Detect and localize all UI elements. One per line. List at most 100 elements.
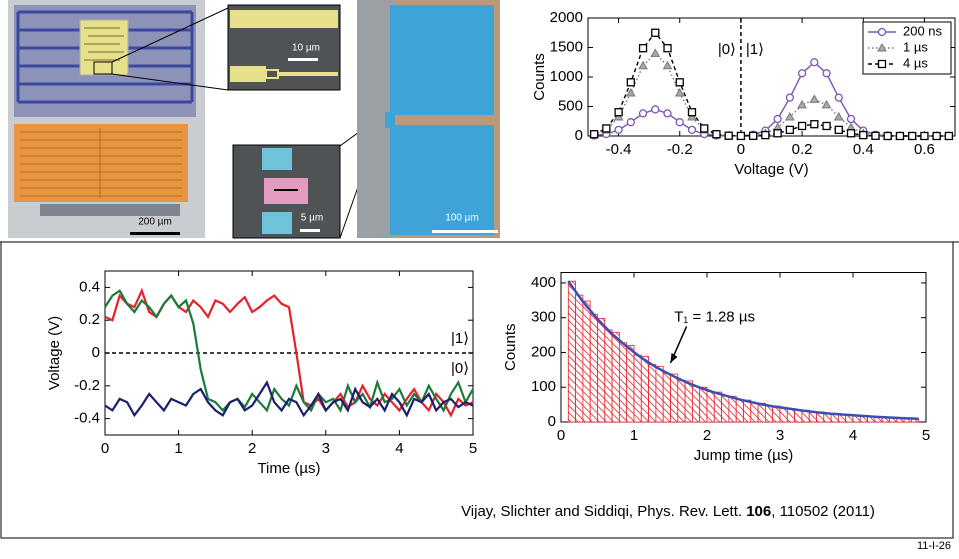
micrograph-pads: 100 µm [357,0,500,238]
y-tick-label: 0 [548,413,556,430]
marker [602,124,611,133]
histogram-bar [750,402,759,423]
histogram-bar [699,386,708,423]
x-tick-label: 1 [630,427,638,444]
marker [773,129,782,138]
marker [675,118,684,127]
y-tick-label: 300 [531,309,556,326]
marker [784,111,795,121]
marker [821,99,832,109]
y-tick-label: 400 [531,274,556,291]
y-tick-label: 100 [531,378,556,395]
marker [834,125,843,135]
marker [846,114,856,124]
citation-rest: , 110502 (2011) [771,503,875,520]
x-tick-label: 0.6 [914,141,935,158]
histogram-bar [640,356,649,423]
histogram-bar [706,391,715,423]
marker [638,60,648,70]
marker [773,114,782,124]
marker [687,111,697,121]
x-tick-label: 4 [849,427,857,444]
x-tick-label: 5 [469,440,477,457]
legend-marker [877,42,887,52]
x-axis-label: Voltage (V) [734,161,808,178]
y-tick-label: 0.2 [79,311,100,328]
legend-marker [877,27,887,37]
marker [749,131,758,140]
x-axis-label: Time (µs) [257,460,320,477]
histogram-bar [779,407,788,423]
x-tick-label: 3 [776,427,784,444]
marker [797,99,807,109]
annotation: |1⟩ [451,330,469,347]
histogram-bar [619,342,628,423]
x-tick-label: 0.2 [792,141,813,158]
marker [626,118,635,127]
legend-label: 4 µs [903,55,928,70]
marker [625,88,636,97]
micrograph-inset-squid: 5 µm [232,144,341,239]
marker [944,131,954,141]
series-line [104,380,474,418]
marker [834,93,843,102]
y-tick-label: 2000 [550,9,583,26]
histogram-bar [808,411,817,423]
marker [920,131,929,141]
histogram-bar [713,391,722,423]
histogram-bar [582,300,591,423]
marker [614,108,623,117]
x-tick-label: 0 [737,141,745,158]
y-tick-label: -0.2 [74,377,100,394]
micrograph-device: 200 µm [8,0,205,238]
histogram-bar [677,379,686,423]
marker [833,111,844,121]
y-tick-label: 500 [558,97,583,114]
marker [822,69,831,78]
marker [638,109,648,118]
marker [674,88,685,97]
legend-marker [877,59,887,69]
marker [724,131,733,140]
histogram-bar [735,399,744,423]
marker [761,130,770,140]
histogram-bar [633,354,642,423]
y-tick-label: -0.4 [74,410,100,427]
series-line [104,289,474,414]
legend-box [862,21,952,75]
marker [614,125,623,135]
histogram-bar [728,395,737,423]
histogram-bar [765,405,774,423]
annotation: T₁ = 1.28 µs [674,309,755,326]
marker [712,130,721,139]
histogram-bar [721,395,730,423]
marker [822,121,831,131]
marker [650,48,661,57]
annotation-arrowhead [670,352,678,363]
annotation: |0⟩ [451,360,469,377]
legend-label: 1 µs [903,39,928,54]
histogram-bar [655,365,664,423]
x-tick-label: 0.4 [853,141,874,158]
marker [810,120,819,129]
marker [663,44,672,53]
marker [859,130,868,140]
citation-text: Vijay, Slichter and Siddiqi, Phys. Rev. … [461,503,746,520]
marker [651,105,660,114]
histogram-bar [575,294,584,423]
marker [663,109,672,118]
marker [908,131,917,141]
scale-label: 5 µm [301,213,323,224]
marker [638,44,648,53]
histogram-bar [743,399,752,423]
marker [871,131,880,140]
marker [810,58,819,67]
marker [809,94,820,103]
y-axis-label: Voltage (V) [46,316,63,390]
marker [675,78,684,87]
micrograph-inset-junction: 10 µm [227,4,341,91]
histogram-bar [662,372,671,423]
x-tick-label: 0 [101,440,109,457]
citation: Vijay, Slichter and Siddiqi, Phys. Rev. … [461,503,875,520]
marker [687,108,697,117]
